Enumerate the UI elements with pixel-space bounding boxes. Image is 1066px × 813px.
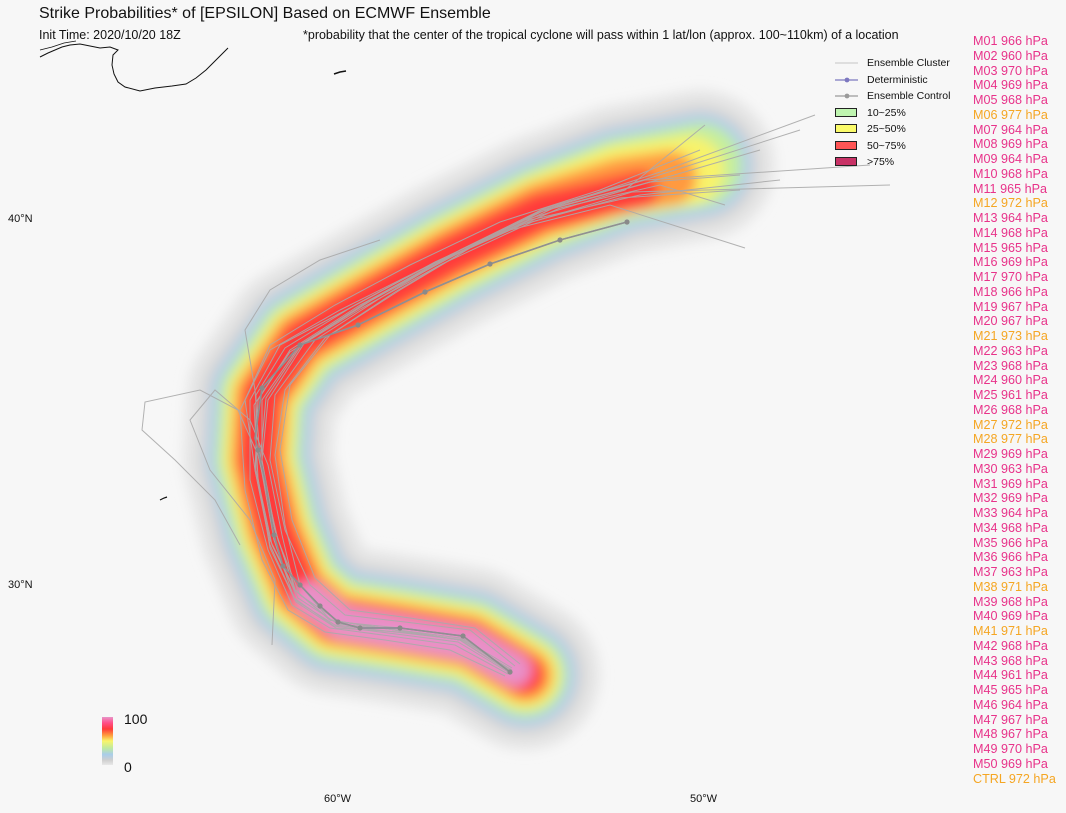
legend-label: 10~25%: [867, 106, 906, 119]
ensemble-member-label: M38 971 hPa: [973, 579, 1048, 594]
coastline-north: [39, 43, 229, 92]
ensemble-member-label: M39 968 hPa: [973, 594, 1048, 609]
lon-label-60w: 60°W: [324, 793, 352, 805]
legend-item: >75%: [835, 154, 950, 171]
ensemble-member-label: M28 977 hPa: [973, 432, 1048, 447]
ensemble-member-label: M41 971 hPa: [973, 624, 1048, 638]
legend-symbol: [835, 123, 859, 135]
ensemble-member-label: M32 969 hPa: [973, 491, 1048, 506]
ensemble-control-track: [254, 219, 630, 675]
legend-item: Deterministic: [835, 72, 950, 89]
lat-label-40n: 40°N: [8, 213, 33, 225]
legend-symbol: [835, 74, 859, 86]
ensemble-member-label: M06 977 hPa: [973, 107, 1048, 122]
ensemble-member-label: M16 969 hPa: [973, 255, 1048, 270]
ensemble-member-label: M30 963 hPa: [973, 461, 1048, 476]
ensemble-member-label: M50 969 hPa: [973, 756, 1048, 771]
ensemble-member-label: M25 961 hPa: [973, 388, 1048, 402]
ensemble-member-label: M24 960 hPa: [973, 373, 1048, 388]
ensemble-member-label: M21 973 hPa: [973, 329, 1048, 343]
ensemble-member-label: M35 966 hPa: [973, 535, 1048, 550]
legend-label: Ensemble Cluster: [867, 57, 950, 70]
ensemble-member-label: M08 969 hPa: [973, 137, 1048, 152]
legend-symbol: [835, 107, 859, 119]
legend-item: Ensemble Cluster: [835, 55, 950, 72]
legend-item: Ensemble Control: [835, 88, 950, 105]
legend-label: 25~50%: [867, 123, 906, 136]
ensemble-member-label: M26 968 hPa: [973, 402, 1048, 417]
ensemble-member-label: M33 964 hPa: [973, 506, 1048, 520]
ensemble-member-label: M23 968 hPa: [973, 358, 1048, 373]
ensemble-member-label: M14 968 hPa: [973, 225, 1048, 240]
ensemble-member-label: M12 972 hPa: [973, 196, 1048, 211]
ensemble-member-label: M44 961 hPa: [973, 668, 1048, 683]
ensemble-member-label: M42 968 hPa: [973, 638, 1048, 653]
ensemble-member-label: M31 969 hPa: [973, 476, 1048, 491]
legend-symbol: [835, 57, 859, 69]
lat-label-30n: 30°N: [8, 579, 33, 591]
ensemble-member-label: M49 970 hPa: [973, 742, 1048, 756]
init-time: Init Time: 2020/10/20 18Z: [39, 28, 181, 42]
island-east: [333, 70, 347, 75]
colorbar-max-label: 100: [124, 711, 148, 727]
ensemble-member-label: M36 966 hPa: [973, 550, 1048, 565]
legend-label: >75%: [867, 156, 895, 169]
ensemble-member-label: M34 968 hPa: [973, 520, 1048, 535]
ensemble-member-label: M47 967 hPa: [973, 712, 1048, 727]
legend-symbol: [835, 140, 859, 152]
ensemble-member-label: M05 968 hPa: [973, 93, 1048, 107]
ensemble-member-label: M18 966 hPa: [973, 284, 1048, 299]
ensemble-member-label: M43 968 hPa: [973, 653, 1048, 668]
ensemble-member-label: M46 964 hPa: [973, 697, 1048, 712]
ensemble-member-label: M48 967 hPa: [973, 727, 1048, 742]
ensemble-member-list: M01 966 hPa M02 960 hPa M03 970 hPa M04 969…: [973, 34, 1056, 786]
ensemble-member-label: M17 970 hPa: [973, 270, 1048, 284]
ensemble-member-label: M37 963 hPa: [973, 565, 1048, 579]
ensemble-member-label: CTRL 972 hPa: [973, 771, 1056, 786]
map-legend: Ensemble Cluster Deterministic Ensemble Co…: [835, 55, 950, 171]
lon-label-50w: 50°W: [690, 793, 718, 805]
map-title: Strike Probabilities* of [EPSILON] Based…: [39, 5, 491, 22]
legend-item: 10~25%: [835, 105, 950, 122]
legend-item: 25~50%: [835, 121, 950, 138]
probability-footnote: *probability that the center of the trop…: [303, 28, 899, 42]
legend-label: Ensemble Control: [867, 90, 951, 103]
colorbar-min-label: 0: [124, 759, 132, 775]
island-bermuda: [159, 496, 168, 501]
legend-symbol: [835, 90, 859, 102]
ensemble-member-label: M09 964 hPa: [973, 152, 1048, 166]
legend-label: Deterministic: [867, 73, 928, 86]
ensemble-member-label: M01 966 hPa: [973, 34, 1048, 48]
legend-item: 50~75%: [835, 138, 950, 155]
probability-colorbar: [102, 717, 113, 765]
legend-label: 50~75%: [867, 139, 906, 152]
ensemble-member-label: M19 967 hPa: [973, 299, 1048, 314]
ensemble-member-label: M13 964 hPa: [973, 211, 1048, 225]
ensemble-member-label: M22 963 hPa: [973, 343, 1048, 358]
legend-symbol: [835, 156, 859, 168]
ensemble-member-label: M11 965 hPa: [973, 181, 1047, 196]
ensemble-member-label: M02 960 hPa: [973, 48, 1048, 63]
coastline-west-edge: [39, 40, 77, 51]
ensemble-member-label: M10 968 hPa: [973, 166, 1048, 181]
ensemble-member-label: M04 969 hPa: [973, 78, 1048, 93]
ensemble-member-label: M29 969 hPa: [973, 447, 1048, 461]
ensemble-member-label: M07 964 hPa: [973, 122, 1048, 137]
ensemble-member-label: M45 965 hPa: [973, 683, 1048, 697]
ensemble-member-label: M20 967 hPa: [973, 314, 1048, 329]
ensemble-member-label: M27 972 hPa: [973, 417, 1048, 432]
ensemble-member-label: M15 965 hPa: [973, 240, 1048, 255]
ensemble-member-label: M40 969 hPa: [973, 609, 1048, 624]
ensemble-member-label: M03 970 hPa: [973, 63, 1048, 78]
